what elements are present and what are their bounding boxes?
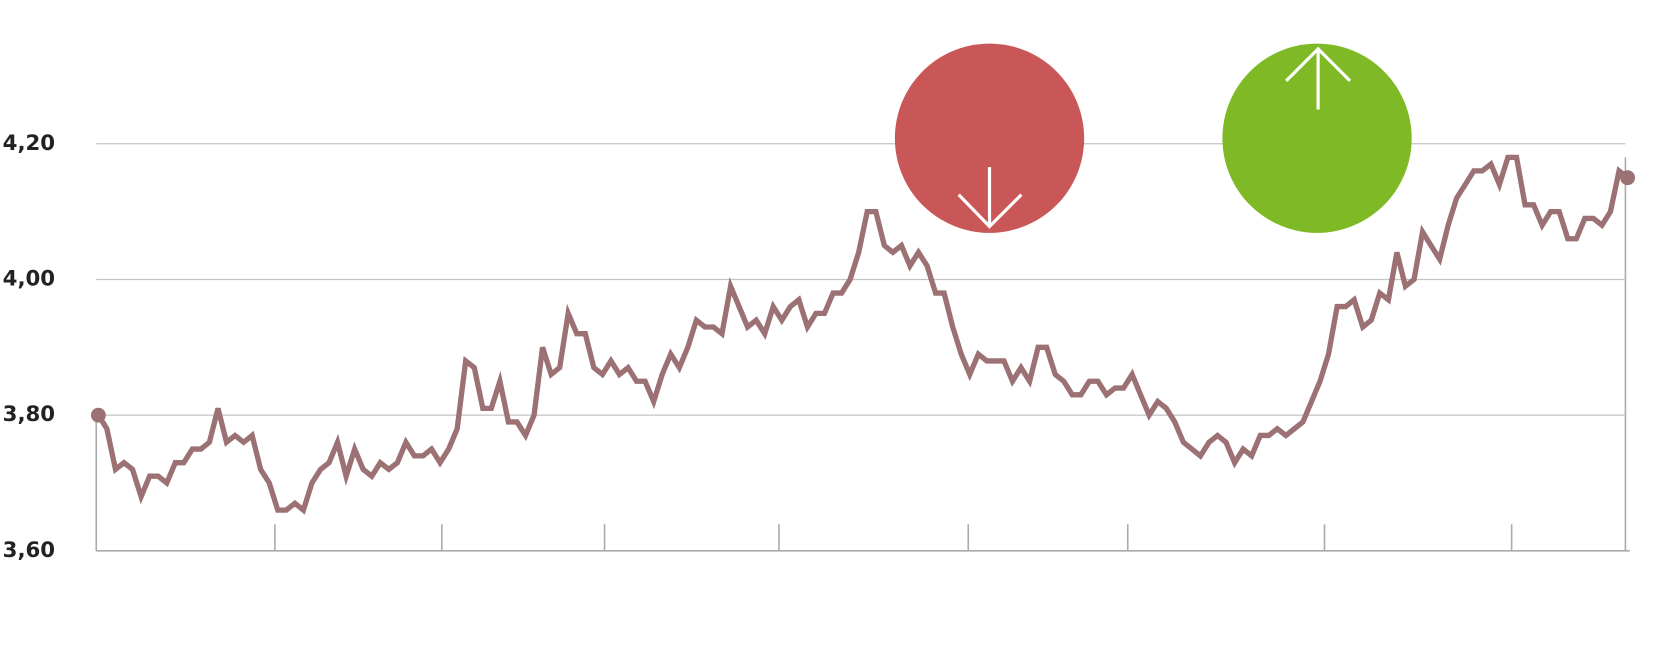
- y-tick-label: 4,20: [3, 131, 55, 156]
- up-badge: [1222, 43, 1412, 233]
- y-tick-label: 3,80: [3, 402, 55, 427]
- plot: 3,60 3,80 4,00 4,20: [3, 131, 1636, 563]
- down-circle: [894, 43, 1085, 233]
- end-point: [1620, 170, 1636, 186]
- decoration: [95, 157, 1630, 552]
- y-tick-label: 4,00: [3, 266, 55, 291]
- end-point: [90, 407, 106, 423]
- up-arrow: [1285, 46, 1352, 110]
- down-arrow: [957, 166, 1023, 229]
- price-line: [96, 154, 1630, 515]
- x-tick-group: [274, 524, 1513, 551]
- up-circle: [1222, 43, 1412, 233]
- down-badge: [894, 43, 1085, 233]
- y-tick-label: 3,60: [3, 538, 55, 563]
